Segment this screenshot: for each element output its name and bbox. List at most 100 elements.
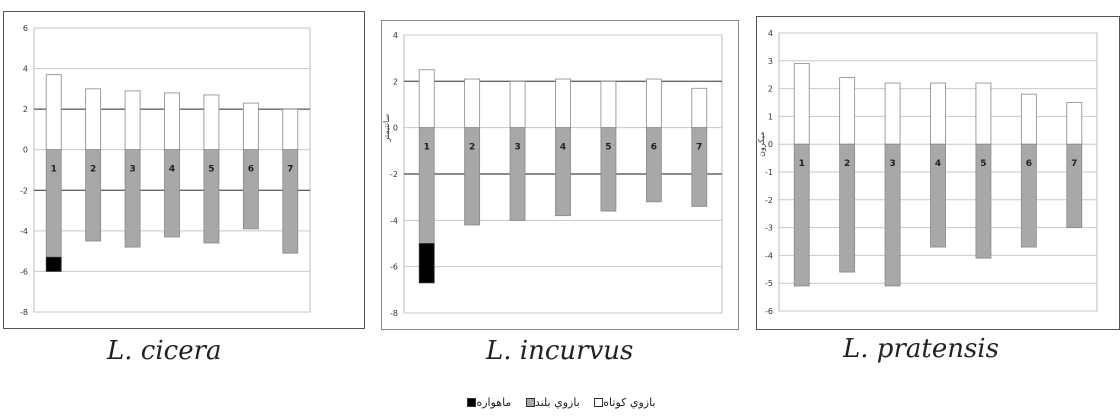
y-tick-label: -4 — [765, 251, 773, 260]
bar-short-arm — [930, 82, 946, 145]
bar-satellite — [45, 256, 62, 272]
bar-short-arm — [464, 78, 481, 129]
bar-long-arm — [242, 149, 259, 230]
legend-label-satellite: ماهواره — [476, 396, 512, 409]
legend-label-long-arm: بازوي بلند — [534, 396, 580, 409]
y-tick-label: -4 — [20, 227, 28, 236]
y-tick-label: -3 — [765, 224, 773, 233]
y-tick-label: -2 — [390, 170, 398, 179]
chart-title-pratensis: L. pratensis — [843, 334, 999, 364]
category-label: 2 — [469, 143, 475, 153]
bar-short-arm — [85, 88, 102, 151]
category-label: 6 — [248, 165, 254, 175]
y-tick-label: 0 — [768, 140, 773, 149]
category-label: 5 — [980, 159, 986, 169]
category-label: 7 — [287, 165, 293, 175]
legend-swatch-satellite — [467, 398, 477, 407]
legend-item-short-arm: بازوي كوتاه — [591, 396, 656, 409]
y-tick-label: 4 — [393, 31, 398, 40]
category-label: 3 — [889, 159, 895, 169]
bar-short-arm — [509, 80, 526, 129]
bar-short-arm — [645, 78, 662, 129]
y-tick-label: -2 — [765, 196, 773, 205]
bar-short-arm — [839, 77, 856, 145]
bar-short-arm — [45, 74, 62, 151]
bar-short-arm — [124, 90, 141, 151]
category-label: 5 — [605, 143, 611, 153]
legend-label-short-arm: بازوي كوتاه — [603, 396, 656, 409]
category-label: 3 — [514, 143, 520, 153]
legend-item-satellite: ماهواره — [464, 396, 511, 409]
y-tick-label: -1 — [765, 168, 773, 177]
category-label: 6 — [651, 143, 657, 153]
bar-short-arm — [884, 82, 901, 145]
legend-item-long-arm: بازوي بلند — [523, 396, 580, 409]
y-tick-label: -4 — [390, 216, 398, 225]
bar-long-arm — [930, 143, 946, 248]
category-label: 4 — [169, 165, 175, 175]
bar-long-arm — [1066, 143, 1083, 228]
bar-short-arm — [1066, 102, 1083, 145]
bar-long-arm — [203, 149, 220, 244]
bar-long-arm — [85, 149, 102, 242]
bar-long-arm — [509, 127, 526, 221]
category-label: 2 — [844, 159, 850, 169]
bar-short-arm — [1020, 93, 1037, 145]
category-label: 1 — [799, 159, 805, 169]
y-tick-label: 4 — [768, 29, 773, 38]
bar-long-arm — [645, 127, 662, 203]
category-label: 3 — [129, 165, 135, 175]
category-label: 6 — [1026, 159, 1032, 169]
y-axis-label: ميكرون — [757, 132, 766, 157]
bar-short-arm — [600, 80, 617, 129]
bar-short-arm — [793, 63, 810, 145]
y-tick-label: 2 — [393, 77, 398, 86]
bar-long-arm — [164, 149, 180, 238]
y-tick-label: 4 — [23, 65, 28, 74]
y-tick-label: -8 — [20, 308, 28, 317]
legend-swatch-short-arm — [594, 398, 604, 407]
y-axis-label: سانتيمتر — [382, 114, 391, 143]
category-label: 2 — [90, 165, 96, 175]
bar-short-arm — [282, 108, 299, 151]
bar-short-arm — [691, 87, 708, 129]
bar-short-arm — [242, 102, 259, 151]
bar-short-arm — [975, 82, 992, 145]
y-tick-label: -2 — [20, 186, 28, 195]
category-label: 1 — [51, 165, 57, 175]
y-tick-label: 6 — [23, 24, 28, 33]
bar-long-arm — [793, 143, 810, 287]
y-tick-label: -6 — [765, 307, 773, 316]
chart-panel-pratensis: 4 3 2 1 0 -1 -2 -3 -4 -5 -6 ميكرون 1 2 3 4 5 6 7 — [756, 16, 1120, 330]
bar-short-arm — [418, 69, 435, 129]
bar-long-arm — [464, 127, 481, 226]
bar-long-arm — [839, 143, 856, 273]
bar-long-arm — [555, 127, 571, 217]
bar-long-arm — [124, 149, 141, 248]
bar-long-arm — [884, 143, 901, 287]
bar-long-arm — [282, 149, 299, 254]
chart-svg-cicera: 6 4 2 0 -2 -4 -6 -8 1 2 3 4 5 6 7 — [20, 24, 311, 317]
y-tick-label: -8 — [390, 309, 398, 318]
y-tick-label: -6 — [20, 267, 28, 276]
category-label: 5 — [208, 165, 214, 175]
chart-title-cicera: L. cicera — [107, 336, 222, 366]
y-tick-label: -5 — [765, 279, 773, 288]
category-label: 4 — [560, 143, 566, 153]
category-label: 7 — [1071, 159, 1077, 169]
chart-svg-incurvus: 4 2 0 -2 -4 -6 -8 سانتيمتر 1 2 3 4 5 6 7 — [382, 31, 723, 318]
y-tick-label: 0 — [23, 146, 28, 155]
legend-swatch-long-arm — [525, 398, 535, 407]
y-tick-label: 3 — [768, 57, 773, 66]
category-label: 4 — [935, 159, 941, 169]
bar-long-arm — [1020, 143, 1037, 248]
bar-long-arm — [600, 127, 617, 212]
bar-satellite — [418, 243, 435, 284]
chart-svg-pratensis: 4 3 2 1 0 -1 -2 -3 -4 -5 -6 ميكرون 1 2 3 4 5 6 7 — [757, 29, 1098, 316]
chart-title-incurvus: L. incurvus — [486, 336, 634, 366]
y-tick-label: 2 — [768, 85, 773, 94]
legend: بازوي كوتاه بازوي بلند ماهواره — [0, 396, 1120, 409]
y-tick-label: -6 — [390, 263, 398, 272]
bar-long-arm — [691, 127, 708, 207]
y-tick-label: 2 — [23, 105, 28, 114]
